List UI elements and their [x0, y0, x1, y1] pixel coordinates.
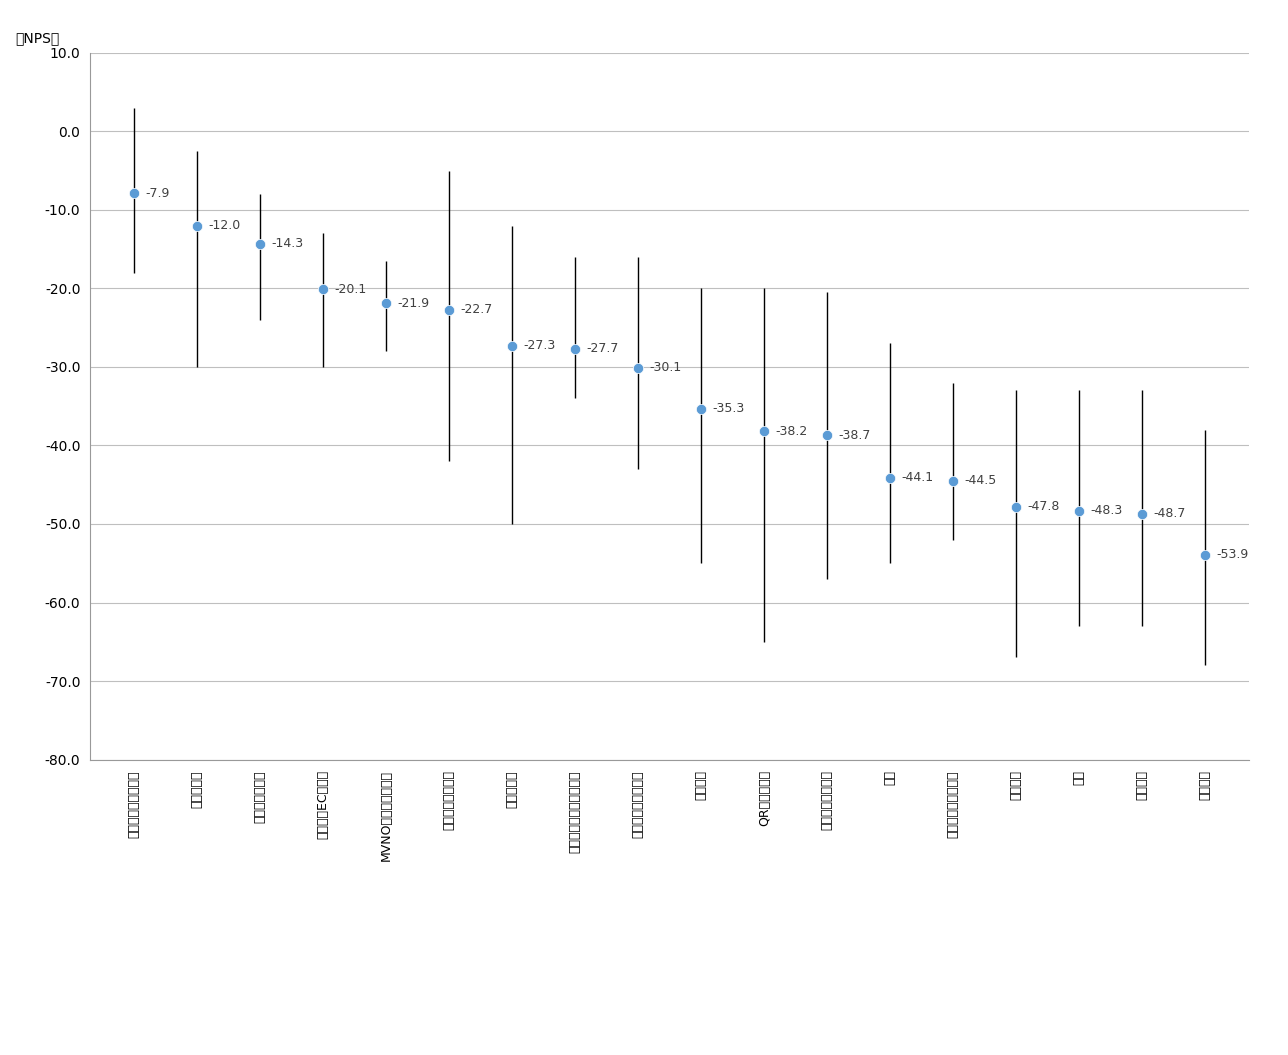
Text: -47.8: -47.8 [1028, 500, 1060, 513]
Text: -48.3: -48.3 [1091, 504, 1123, 517]
Text: -14.3: -14.3 [272, 237, 304, 250]
Point [753, 423, 774, 440]
Text: -48.7: -48.7 [1154, 507, 1186, 520]
Text: -7.9: -7.9 [146, 187, 170, 199]
Point [880, 469, 900, 486]
Text: -22.7: -22.7 [461, 303, 493, 316]
Text: -27.7: -27.7 [586, 342, 620, 356]
Text: -44.5: -44.5 [965, 475, 997, 487]
Point [187, 217, 207, 234]
Point [376, 294, 397, 311]
Point [690, 400, 711, 417]
Text: -44.1: -44.1 [902, 472, 934, 484]
Point [502, 338, 523, 354]
Point [313, 281, 334, 298]
Point [124, 185, 144, 202]
Point [1195, 546, 1216, 563]
Point [817, 427, 837, 444]
Text: -53.9: -53.9 [1217, 549, 1249, 561]
Point [1006, 498, 1027, 515]
Text: -30.1: -30.1 [649, 361, 681, 375]
Point [250, 235, 270, 252]
Text: -12.0: -12.0 [209, 219, 241, 232]
Point [1132, 505, 1153, 522]
Point [565, 341, 586, 358]
Point [629, 360, 649, 377]
Point [943, 473, 963, 490]
Text: -38.7: -38.7 [838, 428, 871, 442]
Text: （NPS）: （NPS） [15, 32, 59, 45]
Text: -35.3: -35.3 [712, 402, 744, 415]
Point [439, 301, 460, 318]
Text: -38.2: -38.2 [775, 425, 808, 438]
Text: -20.1: -20.1 [335, 283, 367, 295]
Text: -27.3: -27.3 [524, 340, 556, 352]
Point [1069, 502, 1090, 519]
Text: -21.9: -21.9 [398, 296, 430, 310]
